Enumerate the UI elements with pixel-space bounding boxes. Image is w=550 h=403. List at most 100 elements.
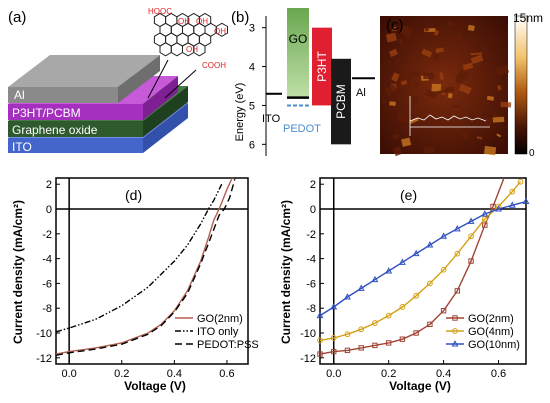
energy-tick-label: 3	[249, 23, 255, 35]
panel-c-afm-image: (c) 15nm 0	[380, 11, 543, 159]
band-go-label: GO	[289, 32, 308, 46]
series-line-2	[55, 179, 236, 356]
legend-label: PEDOT:PSS	[197, 339, 259, 351]
data-point	[357, 284, 365, 291]
data-point	[413, 292, 420, 299]
data-point	[426, 241, 434, 248]
series-line-2	[319, 200, 527, 317]
layer-al: Al	[8, 55, 160, 103]
x-tick-label: 0.6	[491, 368, 506, 380]
data-point	[372, 342, 378, 349]
data-point	[468, 258, 474, 264]
afm-flake	[392, 134, 399, 139]
data-point	[317, 337, 323, 344]
data-point	[481, 216, 488, 222]
afm-flake	[492, 116, 505, 123]
data-point	[413, 330, 419, 336]
y-tick-label: -6	[306, 278, 316, 290]
afm-flakes	[381, 21, 512, 157]
afm-flake	[470, 52, 483, 56]
legend-label: GO(10nm)	[468, 339, 520, 351]
afm-flake	[476, 136, 483, 140]
data-point	[454, 250, 461, 257]
afm-flake	[400, 80, 408, 86]
afm-flake	[411, 71, 420, 78]
panel-c-label: (c)	[386, 17, 404, 34]
panel-e-jv-chart: 0.0 0.2 0.4 0.6 2 0 -2 -4 -6 -8 -10 -12 GO(2nm)GO(4…	[279, 177, 530, 393]
hex-ring	[170, 42, 183, 57]
panel-e-plot-frame	[319, 177, 527, 365]
x-tick-label: 0.2	[381, 368, 396, 380]
data-point	[522, 197, 530, 205]
afm-flake	[392, 146, 403, 157]
panel-a-device-schematic: (a) ITO Graphene oxide P3HT/PCBM Al	[8, 7, 228, 154]
legend-label: GO(2nm)	[197, 313, 243, 325]
band-pcbm	[331, 58, 351, 145]
panel-d-label: (d)	[125, 187, 142, 203]
hex-ring	[215, 22, 228, 37]
panel-e-label: (e)	[400, 187, 417, 203]
data-point	[398, 258, 406, 265]
afm-flake	[432, 52, 440, 62]
afm-flake	[496, 133, 502, 138]
data-point	[344, 331, 351, 338]
afm-flake	[401, 137, 412, 147]
data-point	[440, 307, 447, 314]
afm-flake	[391, 72, 400, 82]
colorbar-max-label: 15nm	[513, 11, 543, 25]
data-point	[481, 210, 489, 217]
afm-flake	[462, 62, 474, 71]
afm-flake	[482, 117, 492, 127]
panel-e-y-axis-title: Current density (mA/cm²)	[279, 200, 293, 344]
layer-al-label: Al	[14, 88, 25, 102]
data-point	[399, 304, 406, 310]
data-point	[385, 267, 393, 274]
data-point	[331, 348, 337, 355]
y-tick-label: -6	[42, 278, 52, 290]
data-point	[454, 288, 461, 294]
data-point	[344, 347, 351, 354]
y-tick-label: 2	[310, 179, 316, 191]
data-point	[316, 311, 324, 319]
data-point	[468, 233, 474, 240]
afm-flake	[445, 86, 455, 93]
afm-flake	[423, 146, 435, 154]
series-line-1	[319, 181, 522, 342]
x-tick-label: 0.0	[326, 368, 341, 380]
layer-ito-label: ITO	[12, 140, 32, 154]
afm-flake	[431, 83, 442, 92]
y-tick-label: -12	[300, 353, 316, 365]
height-colorbar	[514, 15, 528, 155]
layer-p3ht-pcbm-label: P3HT/PCBM	[12, 106, 81, 120]
y-tick-label: -2	[306, 229, 316, 241]
energy-axis-title: Energy (eV)	[234, 83, 246, 142]
data-point	[517, 178, 524, 185]
hex-ring	[193, 42, 206, 57]
afm-flake	[391, 26, 397, 32]
data-point	[482, 222, 488, 228]
colorbar-min-label: 0	[529, 148, 535, 159]
afm-flake	[439, 72, 444, 80]
graphene-oxide-molecule: HOOC OH OH OH OH COOH	[147, 7, 228, 99]
afm-flake	[458, 83, 472, 95]
afm-flake	[385, 32, 397, 43]
level-ito-label: ITO	[262, 113, 281, 125]
legend-marker	[451, 340, 459, 347]
x-tick-label: 0.0	[62, 368, 77, 380]
panel-a-label: (a)	[8, 9, 26, 26]
afm-flake	[483, 145, 497, 156]
band-go	[287, 8, 309, 98]
data-point	[371, 275, 379, 283]
afm-flake	[452, 33, 464, 45]
legend-label: GO(2nm)	[468, 313, 514, 325]
legend-label: GO(4nm)	[468, 326, 514, 338]
group-cooh: COOH	[202, 61, 226, 70]
x-tick-label: 0.4	[436, 368, 451, 380]
afm-flake	[399, 24, 414, 38]
afm-flake	[486, 95, 495, 101]
level-al-label: Al	[356, 87, 366, 99]
data-point	[372, 320, 378, 326]
energy-tick-label: 6	[249, 139, 255, 151]
series-line-0	[55, 177, 233, 355]
group-oh-2: OH	[196, 17, 208, 26]
